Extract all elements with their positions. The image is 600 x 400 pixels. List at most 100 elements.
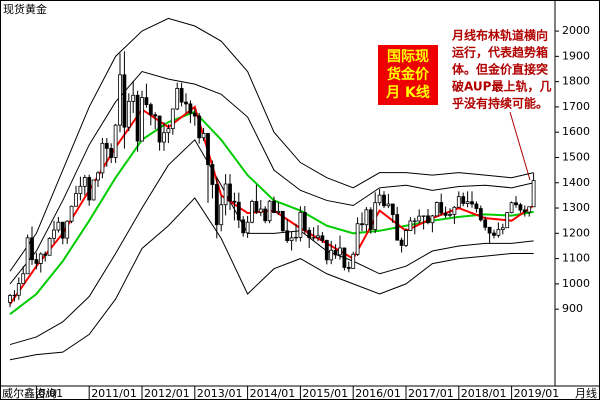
candle-body: [360, 223, 364, 226]
badge-box: [378, 45, 438, 105]
candle-body: [197, 115, 202, 139]
candle-body: [316, 235, 320, 239]
candle-body: [395, 214, 400, 241]
chart-title: 现货黄金: [3, 2, 47, 16]
y-tick-label: 1500: [562, 150, 590, 163]
candle-body: [144, 97, 149, 106]
candle-body: [280, 210, 285, 232]
candle-body: [214, 184, 219, 226]
candle-body: [329, 249, 334, 261]
candle-body: [377, 194, 382, 204]
candle-body: [100, 142, 105, 174]
x-tick-label: 2015/01: [302, 387, 348, 400]
y-tick-label: 1600: [562, 125, 590, 138]
candle-body: [505, 212, 510, 229]
candle-body: [96, 172, 100, 181]
candle-body: [25, 237, 30, 275]
candle-body: [478, 208, 483, 221]
y-tick-label: 1800: [562, 75, 590, 88]
x-tick-label: 2011/01: [91, 387, 137, 400]
candle-body: [439, 202, 444, 214]
candle-body: [399, 239, 404, 246]
x-tick-label: 2017/01: [408, 387, 454, 400]
candle-body: [307, 229, 312, 239]
candle-body: [408, 220, 413, 231]
y-tick-label: 1300: [562, 201, 590, 214]
x-tick-label: 2012/01: [144, 387, 190, 400]
candle-body: [430, 215, 435, 224]
annotation: 运行，代表趋势箱: [452, 45, 548, 60]
candle-body: [21, 273, 26, 285]
candle-body: [320, 235, 325, 241]
x-tick-label: 2016/01: [355, 387, 401, 400]
band-line: [9, 197, 534, 361]
candle-body: [386, 203, 391, 207]
candle-body: [474, 203, 479, 209]
badge-text: 国际现: [387, 49, 429, 65]
candle-body: [148, 104, 153, 116]
candle-body: [390, 203, 395, 216]
candle-body: [201, 133, 206, 139]
candle-body: [342, 247, 347, 268]
candle-body: [294, 236, 298, 239]
candle-body: [364, 209, 369, 226]
candle-body: [113, 124, 118, 158]
candle-body: [16, 283, 21, 296]
candle-body: [56, 221, 61, 231]
badge-text: 货金价: [386, 66, 430, 83]
y-tick-label: 2000: [562, 24, 590, 37]
candle-body: [8, 295, 12, 303]
candle-body: [104, 142, 109, 149]
candle-body: [333, 249, 338, 256]
y-tick-label: 1700: [562, 100, 590, 113]
y-tick-label: 1000: [562, 277, 590, 290]
candle-body: [206, 133, 210, 165]
candle-body: [245, 221, 250, 234]
candle-body: [426, 215, 430, 224]
candle-body: [298, 211, 303, 238]
candle-body: [522, 209, 527, 213]
candle-body: [131, 94, 136, 102]
candle-body: [109, 147, 114, 158]
candle-body: [302, 211, 307, 231]
x-tick-label: 2014/01: [250, 387, 296, 400]
candle-body: [91, 179, 96, 201]
candle-body: [175, 88, 180, 110]
candle-body: [461, 196, 466, 204]
candle-body: [126, 100, 131, 128]
candle-body: [443, 212, 448, 216]
candle-body: [157, 115, 162, 143]
candle-body: [496, 229, 501, 236]
candle-body: [263, 208, 268, 222]
candle-body: [355, 223, 360, 255]
candle-body: [34, 259, 39, 264]
candle-body: [421, 215, 426, 217]
candle-body: [241, 219, 246, 234]
candle-body: [452, 206, 457, 215]
candle-body: [69, 205, 74, 222]
candle-body: [65, 220, 70, 239]
y-tick-label: 1900: [562, 49, 590, 62]
candle-body: [434, 202, 439, 217]
candle-body: [38, 253, 43, 264]
candle-body: [228, 183, 232, 202]
band-line: [9, 138, 534, 346]
candle-body: [78, 185, 83, 195]
candle-body: [43, 253, 48, 256]
candle-body: [456, 196, 461, 208]
band-line: [9, 17, 534, 272]
x-tick-label: 2019/01: [514, 387, 560, 400]
y-tick-label: 1400: [562, 176, 590, 189]
annotation: 体。但金价直接突: [452, 62, 548, 77]
candle-body: [509, 202, 514, 213]
band-line: [9, 70, 534, 285]
candle-body: [368, 209, 373, 230]
y-tick-label: 1200: [562, 226, 590, 239]
candle-body: [487, 226, 492, 234]
candle-body: [373, 202, 378, 230]
candle-body: [465, 201, 470, 204]
candle-body: [470, 201, 474, 205]
annotation: 乎没有持续可能。: [452, 96, 548, 111]
x-tick-label: 2018/01: [461, 387, 507, 400]
